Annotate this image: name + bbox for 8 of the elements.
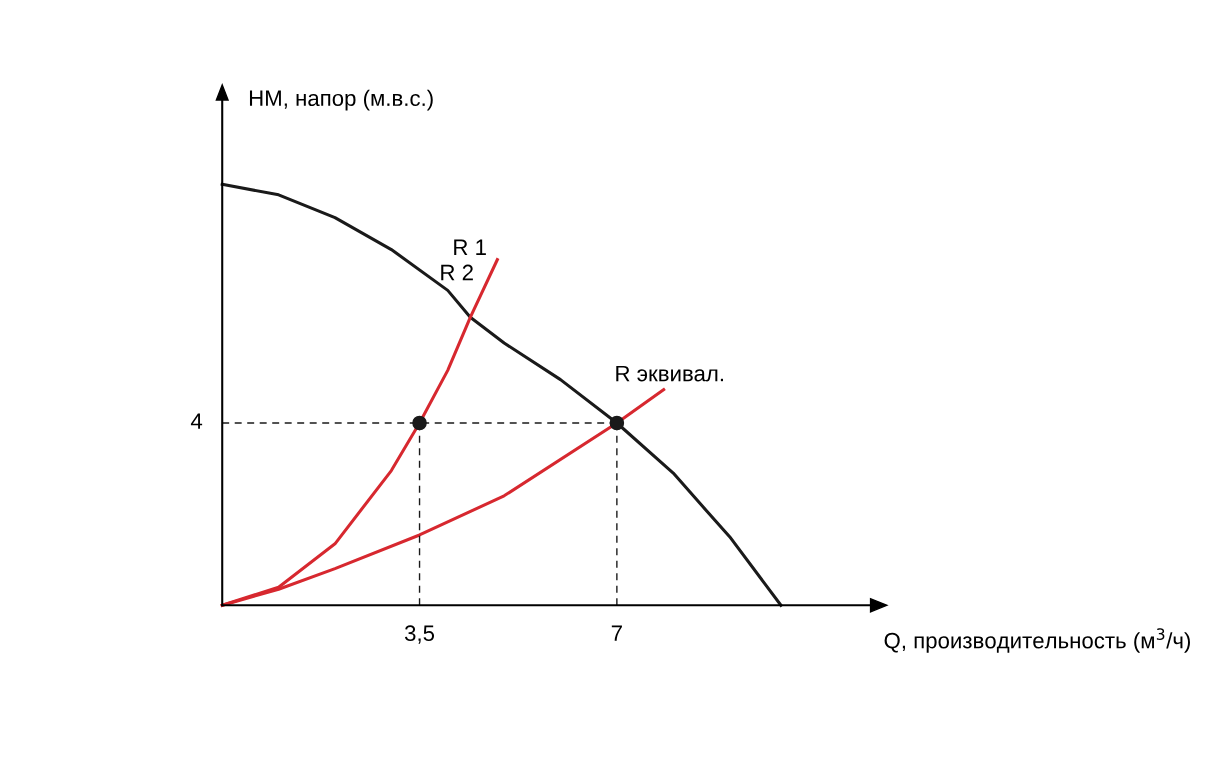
annotation: R 2 bbox=[441, 264, 473, 281]
text: 4 bbox=[190, 413, 203, 429]
y-axis-title: HM, напор (м.в.с.) bbox=[249, 89, 433, 111]
annotation: R эквивал. bbox=[616, 365, 723, 382]
x-tick-label: 3,5 bbox=[404, 625, 435, 644]
x-axis-title: Q, производительность (м$^{3}$/ч) bbox=[884, 628, 1190, 653]
x-tick-label: 7 bbox=[611, 625, 622, 641]
annotation: R 1 bbox=[454, 239, 486, 255]
